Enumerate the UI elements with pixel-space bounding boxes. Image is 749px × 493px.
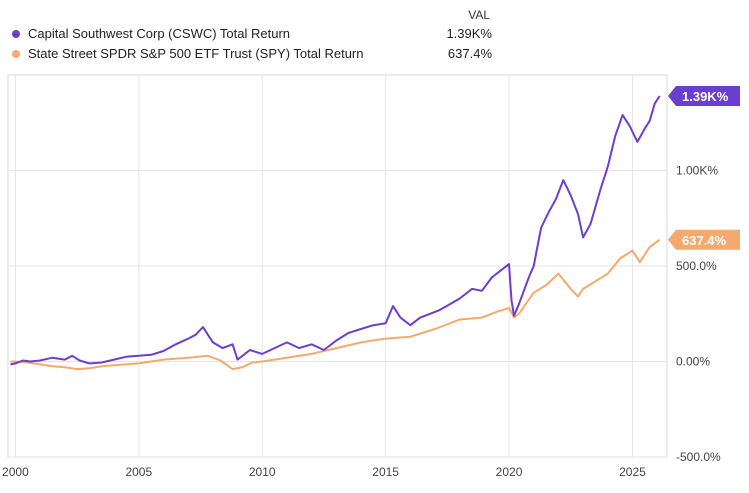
x-tick-label: 2020 [496,465,523,479]
x-tick-label: 2005 [125,465,152,479]
series-marker-icon [12,50,20,58]
legend-value-header: VAL [468,8,490,22]
x-tick-label: 2015 [372,465,399,479]
end-value-label: 637.4% [682,233,727,248]
chart-legend: VAL Capital Southwest Corp (CSWC) Total … [0,0,749,70]
y-tick-label: 1.00K% [676,164,718,178]
legend-item-spy[interactable]: State Street SPDR S&P 500 ETF Trust (SPY… [12,46,492,62]
end-value-label: 1.39K% [682,89,729,104]
legend-series-value: 637.4% [447,46,492,61]
x-tick-label: 2010 [249,465,276,479]
legend-item-cswc[interactable]: Capital Southwest Corp (CSWC) Total Retu… [12,26,492,42]
series-line-cswc [10,95,661,366]
y-tick-label: -500.0% [676,450,721,464]
y-tick-label: 0.00% [676,355,710,369]
x-tick-label: 2025 [619,465,646,479]
y-tick-label: 500.0% [676,259,717,273]
legend-series-value: 1.39K% [446,26,492,41]
end-value-badge [668,229,740,250]
end-value-badge [668,86,740,107]
legend-series-name: Capital Southwest Corp (CSWC) Total Retu… [28,26,291,41]
legend-series-name: State Street SPDR S&P 500 ETF Trust (SPY… [28,46,364,61]
series-line-spy [10,238,661,371]
series-marker-icon [12,30,20,38]
x-tick-label: 2000 [2,465,29,479]
